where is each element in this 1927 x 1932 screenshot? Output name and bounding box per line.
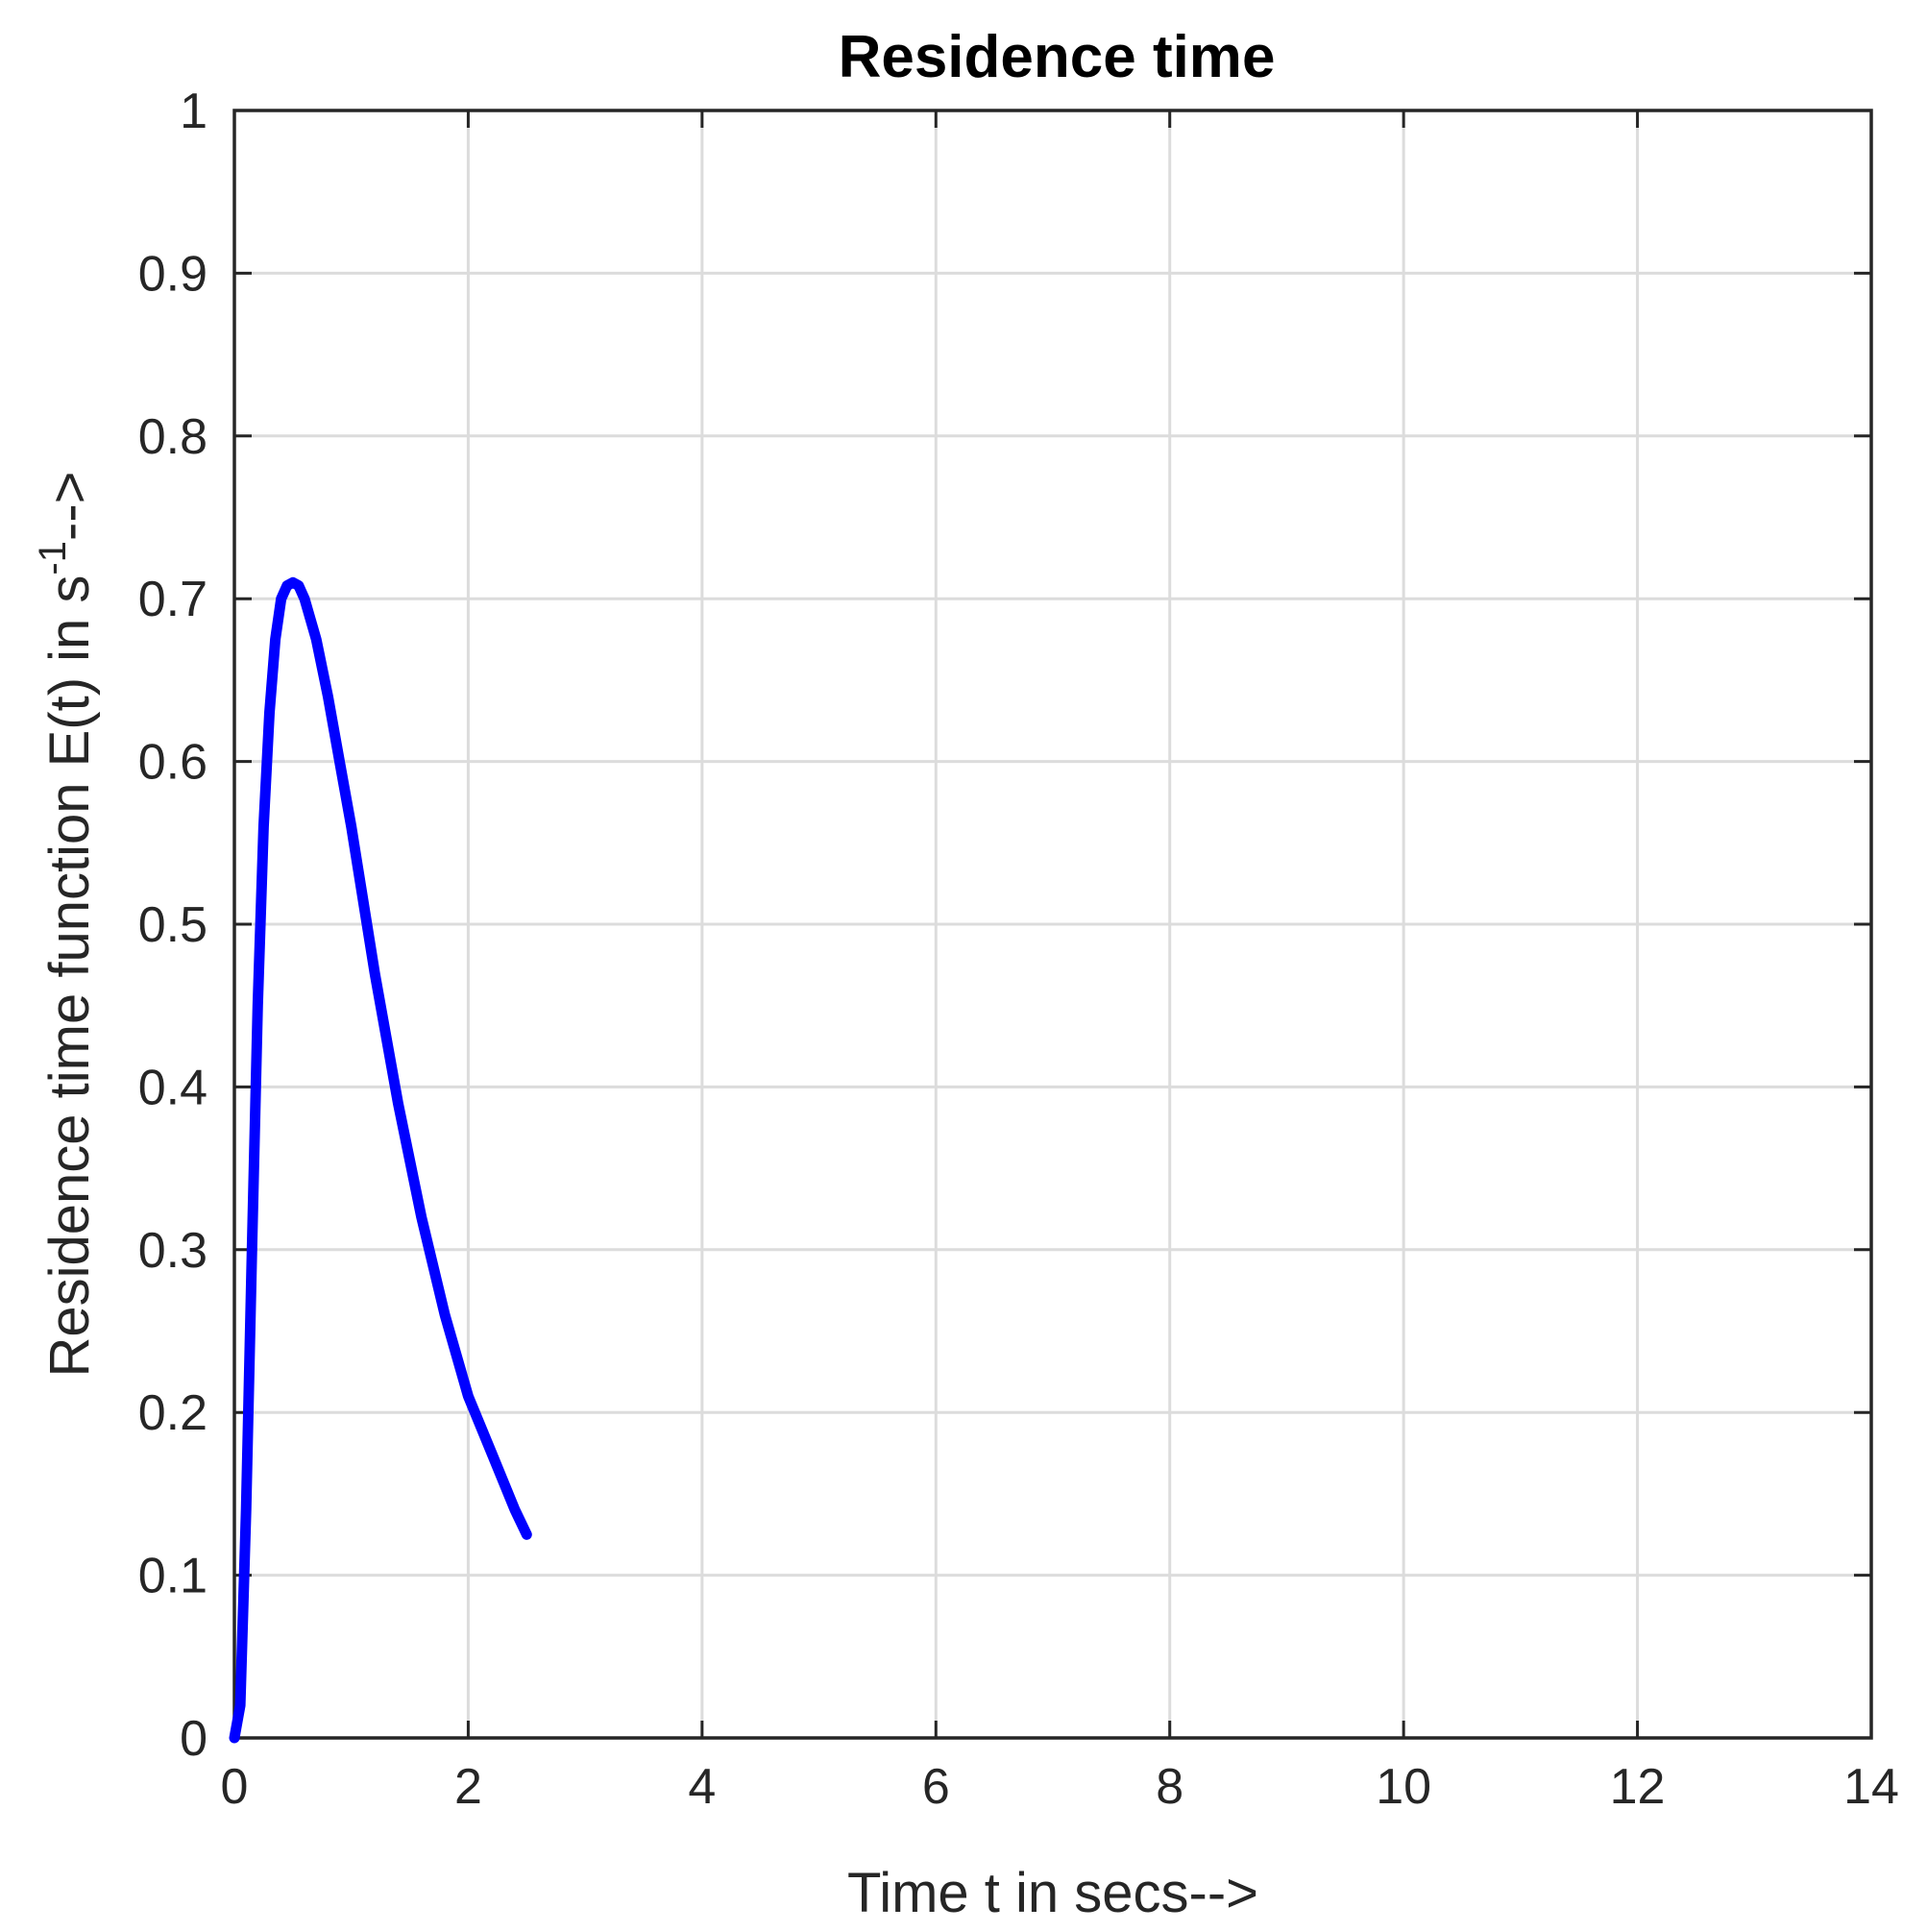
x-tick-label: 4 (688, 1759, 716, 1815)
y-tick-label: 0.3 (138, 1223, 207, 1279)
y-tick-label: 0.1 (138, 1549, 207, 1604)
x-tick-label: 10 (1376, 1759, 1431, 1815)
y-tick-label: 0.9 (138, 246, 207, 302)
y-tick-label: 0 (180, 1711, 207, 1767)
y-tick-label: 0.2 (138, 1385, 207, 1441)
grid-layer (234, 110, 1871, 1738)
x-tick-label: 0 (221, 1759, 249, 1815)
y-axis-label-suffix: --> (38, 472, 101, 542)
y-tick-label: 0.5 (138, 897, 207, 953)
y-axis-label: Residence time function E(t) in s-1--> (32, 472, 101, 1378)
ticks-layer: 0 2 4 6 8 10 12 14 0 0.1 0.2 0.3 0.4 0.5 0.6 0.7 0.8 0.9 1 (138, 84, 1899, 1815)
y-axis-label-main: Residence time function E(t) in s (38, 575, 101, 1378)
x-tick-label: 8 (1156, 1759, 1183, 1815)
series-line-0 (229, 576, 532, 1744)
y-tick-label: 1 (180, 84, 207, 139)
y-tick-label: 0.7 (138, 572, 207, 627)
x-tick-label: 2 (454, 1759, 482, 1815)
series-layer (229, 576, 532, 1744)
y-tick-label: 0.4 (138, 1060, 207, 1115)
x-tick-label: 6 (922, 1759, 950, 1815)
y-tick-label: 0.6 (138, 735, 207, 791)
x-tick-label: 12 (1610, 1759, 1666, 1815)
y-axis-label-superscript: -1 (32, 541, 74, 575)
chart-title: Residence time (839, 24, 1276, 90)
x-axis-label: Time t in secs--> (847, 1862, 1258, 1924)
y-tick-label: 0.8 (138, 409, 207, 465)
x-tick-label: 14 (1843, 1759, 1899, 1815)
